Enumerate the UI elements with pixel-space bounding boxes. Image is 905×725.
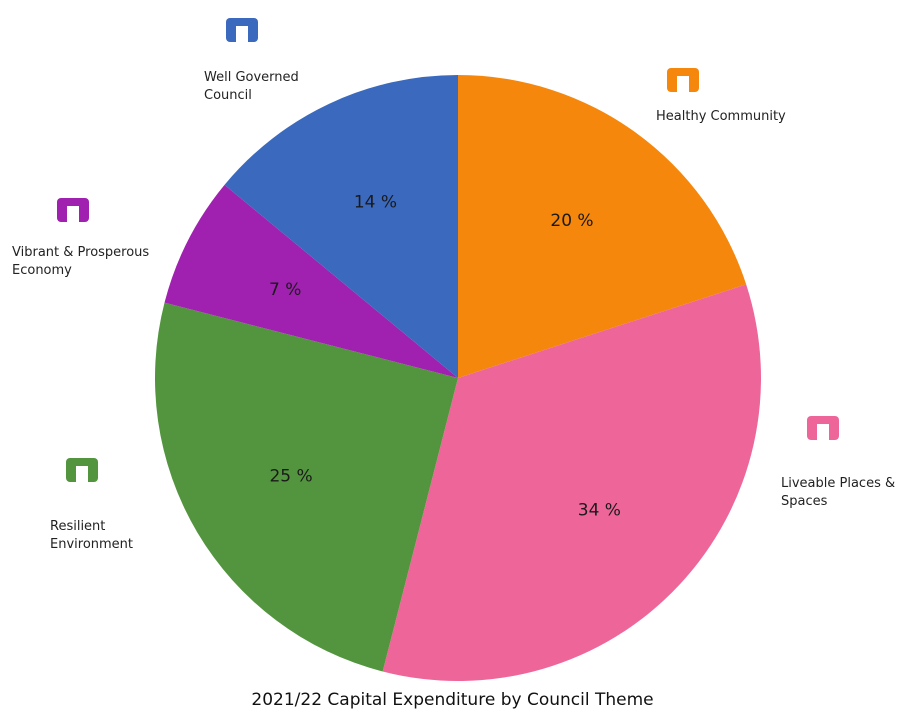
pie-slice [382,284,761,681]
theme-icon-detail [817,424,829,440]
value-label: 20 % [550,211,593,231]
category-label: Resilient Environment [50,519,134,552]
category-label: Liveable Places & Spaces [781,476,896,509]
pie-slice [154,302,458,672]
pie-slice [164,184,459,378]
pie-slice [458,75,747,378]
value-label: 25 % [269,467,312,487]
chart-title: 2021/22 Capital Expenditure by Council T… [251,690,654,710]
theme-icon-detail [677,76,689,92]
theme-icon-detail [76,466,88,482]
theme-icon-detail [236,26,248,42]
pie-slice [224,75,458,378]
category-label: Well Governed Council [204,70,299,103]
category-label: Healthy Community [656,109,786,124]
value-label: 14 % [354,193,397,213]
value-label: 34 % [578,501,621,521]
value-label: 7 % [269,280,301,300]
theme-icon-detail [67,206,79,222]
category-label: Vibrant & Prosperous Economy [12,245,150,278]
